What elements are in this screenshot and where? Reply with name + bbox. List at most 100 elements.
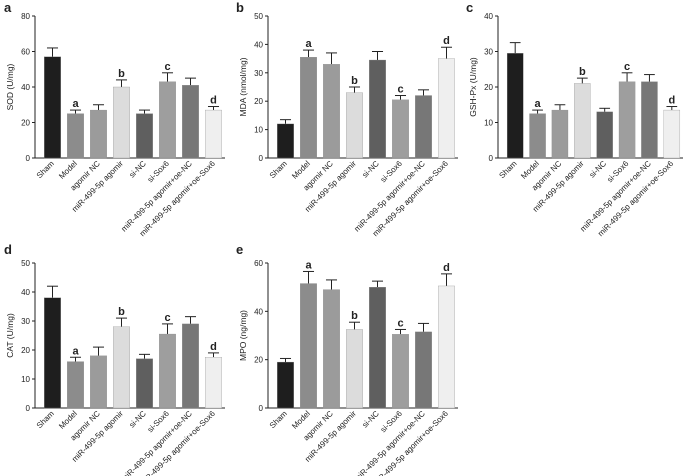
bar bbox=[415, 331, 432, 409]
bar bbox=[506, 53, 524, 159]
bar bbox=[369, 287, 386, 409]
significance-letter: d bbox=[210, 341, 217, 353]
y-tick-label: 0 bbox=[26, 154, 31, 163]
bar bbox=[438, 58, 455, 159]
y-tick-label: 10 bbox=[484, 119, 493, 128]
significance-letter: d bbox=[443, 35, 450, 47]
significance-letter: b bbox=[118, 306, 125, 318]
bar bbox=[113, 86, 130, 159]
bar bbox=[136, 113, 153, 159]
bar bbox=[529, 113, 546, 159]
y-tick-label: 0 bbox=[259, 404, 264, 413]
x-tick-label: si-NC bbox=[360, 159, 381, 180]
bar bbox=[205, 357, 222, 409]
bar bbox=[392, 334, 409, 409]
bar bbox=[44, 297, 61, 409]
x-tick-label: si-NC bbox=[127, 159, 148, 180]
bar bbox=[663, 109, 681, 159]
significance-letter: b bbox=[351, 75, 358, 87]
y-tick-label: 40 bbox=[254, 40, 263, 49]
significance-letter: b bbox=[351, 310, 358, 322]
bar bbox=[346, 329, 363, 409]
y-tick-label: 20 bbox=[484, 83, 493, 92]
panel-label: d bbox=[4, 242, 12, 257]
y-axis-label: CAT (U/mg) bbox=[5, 313, 15, 358]
significance-letter: d bbox=[443, 262, 450, 274]
y-tick-label: 40 bbox=[21, 288, 30, 297]
x-tick-label: si-NC bbox=[588, 159, 609, 180]
significance-letter: b bbox=[579, 66, 586, 78]
y-tick-label: 60 bbox=[254, 259, 263, 268]
y-tick-label: 0 bbox=[489, 154, 494, 163]
y-tick-label: 60 bbox=[21, 48, 30, 57]
y-axis-label: GSH-Px (U/mg) bbox=[468, 57, 478, 117]
bar bbox=[113, 326, 130, 409]
y-tick-label: 50 bbox=[254, 12, 263, 21]
x-tick-label: Sham bbox=[268, 409, 289, 430]
panel-label: e bbox=[236, 242, 243, 257]
significance-letter: d bbox=[210, 95, 217, 107]
bar bbox=[346, 92, 363, 159]
bar bbox=[182, 85, 199, 159]
significance-letter: c bbox=[624, 61, 630, 73]
significance-letter: b bbox=[118, 68, 125, 80]
significance-letter: a bbox=[72, 98, 79, 110]
significance-letter: c bbox=[397, 317, 403, 329]
y-tick-label: 40 bbox=[21, 83, 30, 92]
y-tick-label: 10 bbox=[21, 375, 30, 384]
bar bbox=[438, 285, 455, 409]
bar bbox=[392, 99, 409, 159]
y-tick-label: 40 bbox=[254, 307, 263, 316]
bar bbox=[90, 355, 107, 409]
bar bbox=[574, 83, 591, 159]
x-tick-label: Sham bbox=[35, 409, 56, 430]
bar bbox=[551, 109, 569, 159]
y-tick-label: 50 bbox=[21, 259, 30, 268]
y-axis-label: SOD (U/mg) bbox=[5, 63, 15, 110]
y-tick-label: 30 bbox=[484, 48, 493, 57]
bar bbox=[277, 361, 294, 409]
bar bbox=[618, 81, 636, 159]
bar bbox=[596, 111, 613, 159]
y-tick-label: 20 bbox=[254, 356, 263, 365]
bar bbox=[182, 323, 199, 409]
y-tick-label: 30 bbox=[21, 317, 30, 326]
y-axis-label: MPO (ng/mg) bbox=[238, 310, 248, 361]
bar bbox=[90, 109, 107, 159]
y-tick-label: 30 bbox=[254, 69, 263, 78]
panel-label: b bbox=[236, 0, 244, 15]
significance-letter: a bbox=[72, 345, 79, 357]
x-tick-label: Sham bbox=[35, 159, 56, 180]
significance-letter: c bbox=[164, 312, 170, 324]
y-tick-label: 0 bbox=[26, 404, 31, 413]
significance-letter: c bbox=[164, 61, 170, 73]
bar bbox=[67, 361, 84, 409]
significance-letter: a bbox=[305, 38, 312, 50]
x-tick-label: si-NC bbox=[127, 409, 148, 430]
significance-letter: a bbox=[535, 98, 542, 110]
y-tick-label: 10 bbox=[254, 126, 263, 135]
panel-label: c bbox=[466, 0, 473, 15]
bar bbox=[369, 59, 386, 159]
y-tick-label: 20 bbox=[21, 346, 30, 355]
y-tick-label: 80 bbox=[21, 12, 30, 21]
bar bbox=[136, 358, 153, 409]
bar bbox=[323, 64, 340, 159]
panel-label: a bbox=[4, 0, 12, 15]
significance-letter: c bbox=[397, 84, 403, 96]
bar bbox=[641, 81, 658, 159]
bar bbox=[205, 109, 222, 159]
x-tick-label: si-NC bbox=[360, 409, 381, 430]
bar bbox=[300, 283, 317, 409]
significance-letter: a bbox=[305, 259, 312, 271]
y-tick-label: 20 bbox=[254, 97, 263, 106]
bar bbox=[323, 289, 340, 409]
y-tick-label: 40 bbox=[484, 12, 493, 21]
bar bbox=[67, 113, 84, 159]
bar bbox=[159, 333, 176, 409]
y-tick-label: 0 bbox=[259, 154, 264, 163]
y-tick-label: 20 bbox=[21, 119, 30, 128]
bar bbox=[300, 57, 317, 159]
